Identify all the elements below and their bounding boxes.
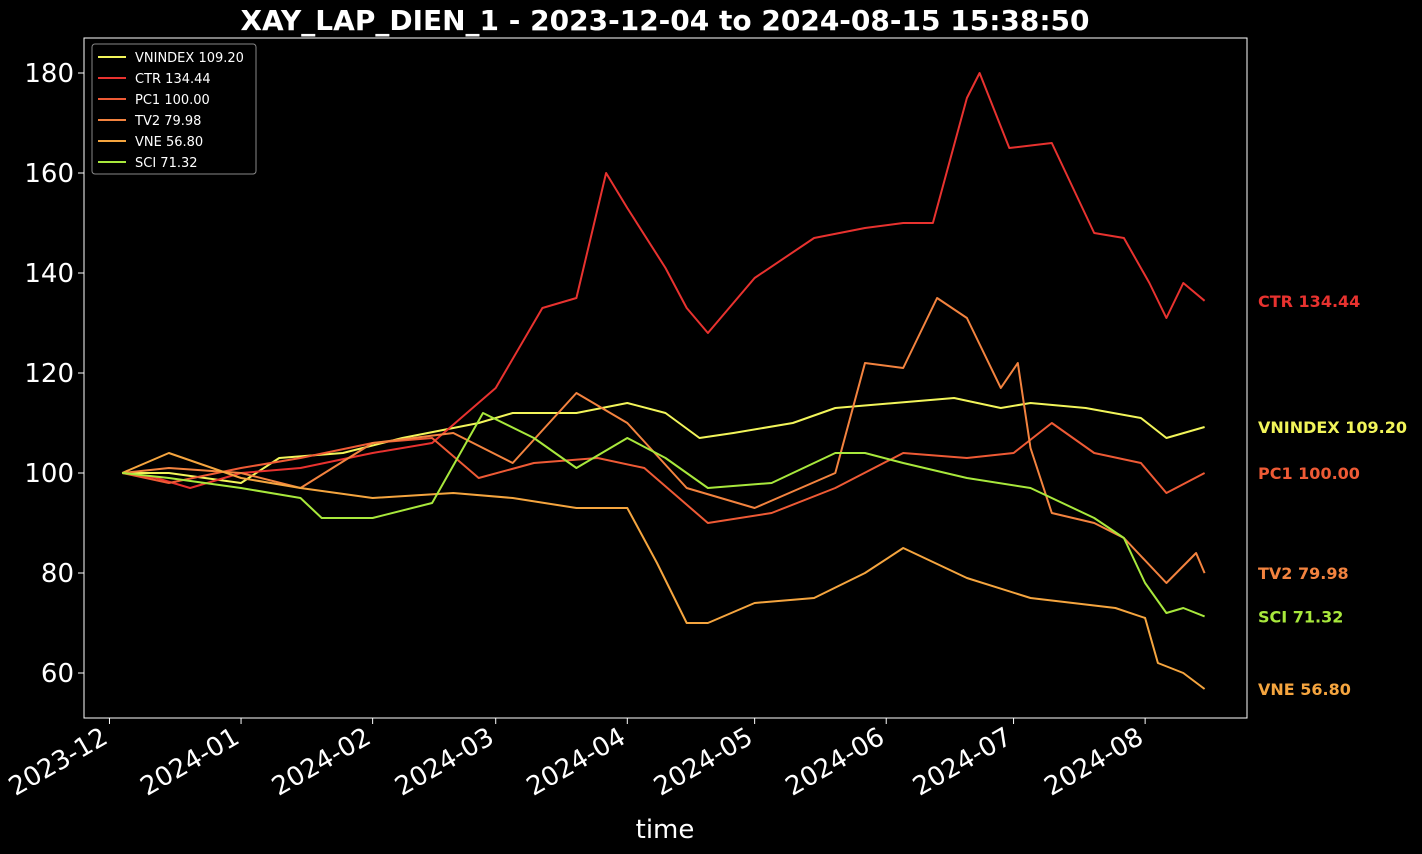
legend-entry: VNINDEX 109.20 bbox=[135, 51, 244, 66]
series-end-label: TV2 79.98 bbox=[1258, 564, 1349, 583]
legend-entry: SCI 71.32 bbox=[135, 156, 198, 171]
plot-lines bbox=[121, 72, 1206, 690]
legend-entry: TV2 79.98 bbox=[134, 114, 201, 129]
legend-box bbox=[91, 43, 257, 175]
y-tick-label: 120 bbox=[24, 359, 74, 389]
x-axis-label: time bbox=[636, 815, 695, 845]
series-end-label: VNE 56.80 bbox=[1258, 680, 1351, 699]
end-labels: CTR 134.44 VNINDEX 109.20 PC1 100.00 TV2 79… bbox=[1258, 292, 1407, 699]
y-tick-label: 160 bbox=[24, 159, 74, 189]
series-end-label: VNINDEX 109.20 bbox=[1258, 418, 1407, 437]
series-line bbox=[122, 72, 1206, 489]
y-tick-label: 140 bbox=[24, 259, 74, 289]
y-tick-label: 80 bbox=[41, 559, 74, 589]
plot-frame bbox=[83, 37, 1248, 719]
legend: VNINDEX 109.20 CTR 134.44 PC1 100.00 TV2 79… bbox=[91, 43, 257, 175]
y-tick-label: 60 bbox=[41, 659, 74, 689]
series-line bbox=[122, 412, 1205, 618]
chart-title: XAY_LAP_DIEN_1 - 2023-12-04 to 2024-08-1… bbox=[240, 4, 1089, 37]
y-tick-label: 180 bbox=[24, 59, 74, 89]
series-end-label: SCI 71.32 bbox=[1258, 607, 1343, 626]
y-tick-label: 100 bbox=[24, 459, 74, 489]
series-line bbox=[121, 422, 1206, 524]
legend-entry: CTR 134.44 bbox=[135, 72, 211, 87]
series-line bbox=[122, 297, 1206, 584]
series-end-label: PC1 100.00 bbox=[1258, 464, 1360, 483]
series-end-label: CTR 134.44 bbox=[1258, 292, 1360, 311]
legend-entry: VNE 56.80 bbox=[135, 135, 203, 150]
series-line bbox=[122, 397, 1205, 484]
series-line bbox=[121, 452, 1206, 690]
legend-entry: PC1 100.00 bbox=[135, 93, 210, 108]
y-axis: 60 80 100 120 140 160 180 bbox=[24, 59, 84, 689]
